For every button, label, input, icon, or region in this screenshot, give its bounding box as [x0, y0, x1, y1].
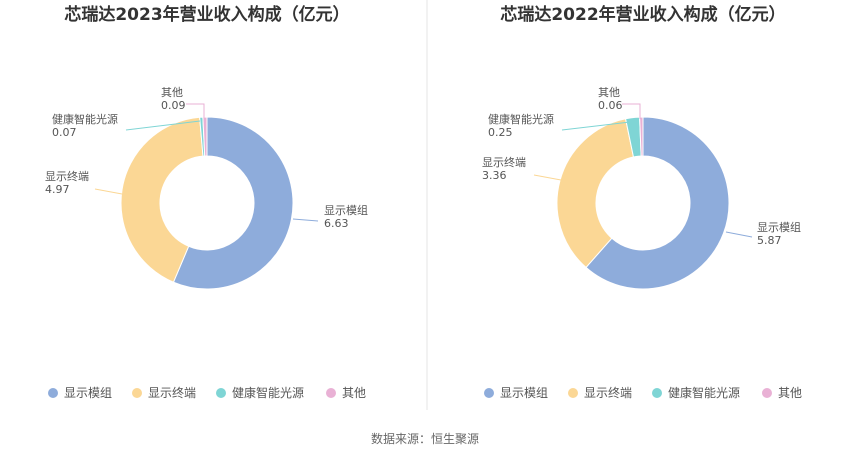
chart-2022: 芯瑞达2022年营业收入构成（亿元）显示模组5.87显示终端3.36健康智能光源…: [482, 4, 802, 400]
slice-name-label: 显示模组: [324, 203, 368, 217]
pie-slice-3: [639, 116, 644, 157]
leader-line: [125, 120, 201, 131]
slice-value-label: 4.97: [45, 183, 70, 196]
legend-item[interactable]: 健康智能光源: [216, 385, 304, 400]
legend-marker: [762, 388, 772, 398]
legend-item[interactable]: 其他: [762, 386, 802, 400]
slice-value-label: 3.36: [482, 169, 507, 182]
legend-item[interactable]: 显示终端: [568, 385, 632, 400]
slice-value-label: 0.25: [488, 126, 513, 139]
leader-line: [725, 231, 753, 238]
chart-title: 芯瑞达2023年营业收入构成（亿元）: [64, 4, 349, 25]
legend-item[interactable]: 其他: [326, 386, 366, 400]
legend-marker: [216, 388, 226, 398]
legend-marker: [652, 388, 662, 398]
slice-value-label: 5.87: [757, 234, 782, 247]
legend-marker: [568, 388, 578, 398]
leader-line: [533, 174, 562, 181]
legend-label: 显示终端: [148, 385, 196, 400]
pie-slice-1: [120, 116, 204, 283]
legend-marker: [132, 388, 142, 398]
legend-item[interactable]: 显示模组: [484, 386, 548, 400]
slice-name-label: 显示模组: [757, 220, 801, 234]
leader-line: [186, 103, 205, 119]
leader-line: [622, 103, 641, 119]
legend-marker: [48, 388, 58, 398]
legend-label: 显示模组: [500, 386, 548, 400]
pie-slice-0: [585, 116, 730, 290]
legend-marker: [326, 388, 336, 398]
leader-line: [94, 188, 123, 195]
slice-name-label: 健康智能光源: [488, 112, 554, 126]
pie-slice-0: [172, 116, 294, 290]
legend-label: 健康智能光源: [232, 385, 304, 400]
legend-item[interactable]: 显示终端: [132, 385, 196, 400]
legend-label: 显示终端: [584, 385, 632, 400]
legend-marker: [484, 388, 494, 398]
legend-label: 显示模组: [64, 386, 112, 400]
slice-value-label: 6.63: [324, 217, 349, 230]
slice-value-label: 0.07: [52, 126, 77, 139]
slice-name-label: 其他: [161, 86, 183, 99]
legend-item[interactable]: 健康智能光源: [652, 385, 740, 400]
slice-value-label: 0.06: [598, 99, 623, 112]
leader-line: [292, 218, 319, 222]
slice-name-label: 健康智能光源: [52, 112, 118, 126]
legend-item[interactable]: 显示模组: [48, 386, 112, 400]
chart-title: 芯瑞达2022年营业收入构成（亿元）: [500, 4, 785, 25]
slice-name-label: 显示终端: [45, 169, 89, 183]
leader-line: [561, 121, 631, 131]
slice-name-label: 显示终端: [482, 155, 526, 169]
legend-label: 其他: [778, 386, 802, 400]
legend-label: 健康智能光源: [668, 385, 740, 400]
slice-name-label: 其他: [598, 86, 620, 99]
pie-slice-1: [556, 118, 635, 269]
chart-2023: 芯瑞达2023年营业收入构成（亿元）显示模组6.63显示终端4.97健康智能光源…: [45, 4, 368, 400]
legend-label: 其他: [342, 386, 366, 400]
data-source: 数据来源：恒生聚源: [370, 432, 479, 446]
slice-value-label: 0.09: [161, 99, 186, 112]
